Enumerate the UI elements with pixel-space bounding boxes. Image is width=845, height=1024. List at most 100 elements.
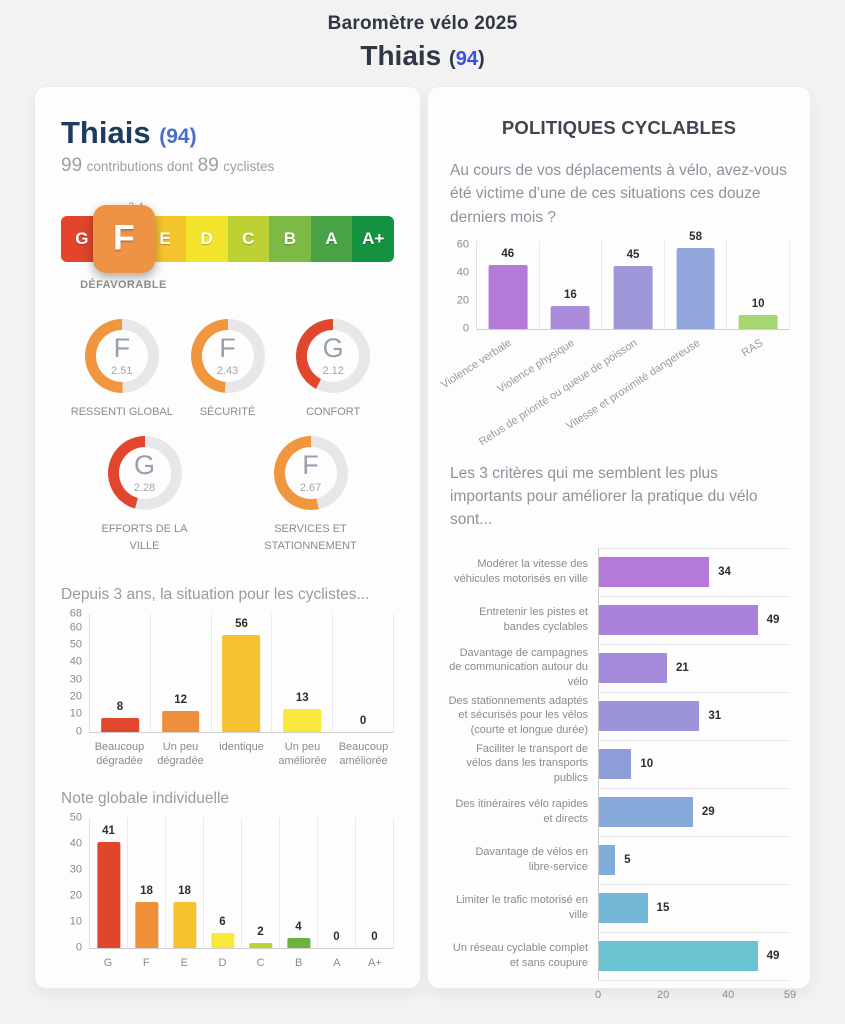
x-tick: 40 [722,988,735,1001]
gauge-grade: F [219,333,236,363]
criteria-bar [599,845,616,875]
category-column: 41 [90,818,128,949]
bar-F [134,901,159,949]
criteria-value: 49 [766,950,780,962]
chart-note-globale: Note globale individuelle 0 10 20 30 40 50 41 18… [61,790,394,970]
category-column: 12 [151,613,212,732]
grade-scale-row: G F E D C B A A+ [61,204,394,274]
gauge-score: 2.67 [299,481,322,494]
grade-tile-A: A [310,216,353,262]
bar-value: 6 [219,915,226,928]
criteria-label: Davantage de vélos en libre-service [475,846,588,873]
y-tick: 68 [69,607,82,620]
gauge-label: RESSENTI GLOBAL [70,406,173,418]
grade-tile-C: C [227,216,270,262]
vchart-body: 0 10 20 30 40 50 41 18 18 6 2 4 0 0 [61,812,394,953]
x-label: RAS [739,336,766,360]
x-tick: 20 [656,988,670,1001]
category-column: 18 [166,818,204,949]
x-axis-zone: 0 20 40 59 [594,979,796,1007]
gauge-reading: F 2.51 [111,335,132,377]
gauge-grade: G [133,449,155,480]
category-column: 46 [477,240,540,329]
gauge-donut: F 2.43 [190,319,265,393]
category-column: 6 [204,818,242,949]
panel-title: POLITIQUES CYCLABLES [501,117,737,138]
category-column: 2 [242,818,280,949]
x-label: D [218,957,227,970]
y-tick: 20 [456,294,469,307]
criteria-label: Limiter le trafic motorisé en ville [455,894,588,921]
chart-title: Note globale individuelle [61,790,230,808]
bar-RAS [738,314,778,329]
x-tick: 0 [594,988,602,1001]
chart-title: Depuis 3 ans, la situation pour les cycl… [61,585,370,603]
gauge-reading: G 2.12 [322,335,343,377]
criteria-value: 15 [656,902,670,914]
bar-value: 10 [751,297,765,310]
category-column: 0 [318,818,356,949]
x-label: identique [219,740,264,753]
chart-criteres: Modérer la vitesse des véhicules motoris… [448,547,796,1007]
grade-tile-A+: A+ [352,216,394,262]
criteria-label: Un réseau cyclable complet et sans coupu… [452,942,588,969]
question-situations: Au cours de vos déplacements à vélo, ave… [450,162,787,226]
category-column: 56 [212,613,273,732]
gauge-2: F 2.43 SÉCURITÉ [175,319,281,422]
bar-value: 8 [116,700,124,713]
vchart-body: 0 10 20 30 40 50 60 68 8 12 56 13 0 [61,608,394,737]
y-tick: 50 [69,811,82,824]
bar-Beaucoup dégradée [101,717,139,732]
category-column: 45 [602,240,665,329]
gauge-donut: F 2.51 [84,319,159,393]
x-label: G [103,957,113,970]
criteria-value: 34 [718,566,731,578]
gauge-reading: F 2.67 [299,451,322,494]
bar-Un peu améliorée [283,709,322,732]
bar-value: 45 [626,248,640,261]
grade-tile-F: F [92,204,155,274]
criteria-row: Un réseau cyclable complet et sans coupu… [448,931,790,980]
dept-number: 94 [455,48,478,70]
dept-badge: (94) [449,48,485,70]
criteria-bar-zone: 21 [598,643,790,692]
criteria-bar-zone: 49 [598,931,790,980]
criteria-bar-zone: 34 [598,547,790,596]
criteria-bar [599,605,758,635]
criteria-label: Modérer la vitesse des véhicules motoris… [454,558,588,585]
bar-Refus de priorité ou queue de poisson [613,265,653,329]
x-axis-labels: Beaucoup dégradée Un peu dégradée identiqu… [89,740,394,769]
y-tick: 20 [69,889,82,902]
bar-value: 0 [359,714,367,727]
criteria-value: 10 [640,758,654,770]
contributions-count: 99 [61,155,83,176]
gauge-1: F 2.51 RESSENTI GLOBAL [69,319,175,422]
y-tick: 40 [456,266,469,279]
politiques-panel: POLITIQUES CYCLABLES Au cours de vos dép… [427,86,811,1001]
criteria-bar-zone: 5 [598,835,790,884]
gauge-grade: F [113,333,131,363]
criteria-bar-zone: 10 [598,739,790,788]
y-axis: 0 20 40 60 [448,239,476,334]
criteria-bar-zone: 31 [598,691,790,740]
criteria-value: 5 [624,854,631,866]
x-label: E [180,957,188,970]
x-label: F [142,957,150,970]
y-tick: 0 [75,941,82,954]
bar-E [172,901,197,949]
gauge-label: CONFORT [306,406,361,418]
gauges-row-1: F 2.51 RESSENTI GLOBAL F 2.43 SÉCURITÉ G 2.12 CO… [61,319,394,422]
x-label: Beaucoup améliorée [338,740,389,768]
bar-value: 56 [235,617,248,630]
city-heading: Thiais (94) [0,40,845,72]
category-column: 58 [665,231,728,329]
category-column: 4 [280,818,318,949]
x-label: Un peu améliorée [278,740,327,768]
y-tick: 30 [69,673,82,686]
gauge-reading: F 2.43 [217,335,238,377]
gauge-score: 2.12 [322,365,344,377]
criteria-row: Davantage de campagnes de communication … [448,643,790,692]
plot-area: 46 16 45 58 10 [476,231,790,330]
panels-container: Thiais (94) 99 contributions dont 89 cyc… [0,86,845,1001]
